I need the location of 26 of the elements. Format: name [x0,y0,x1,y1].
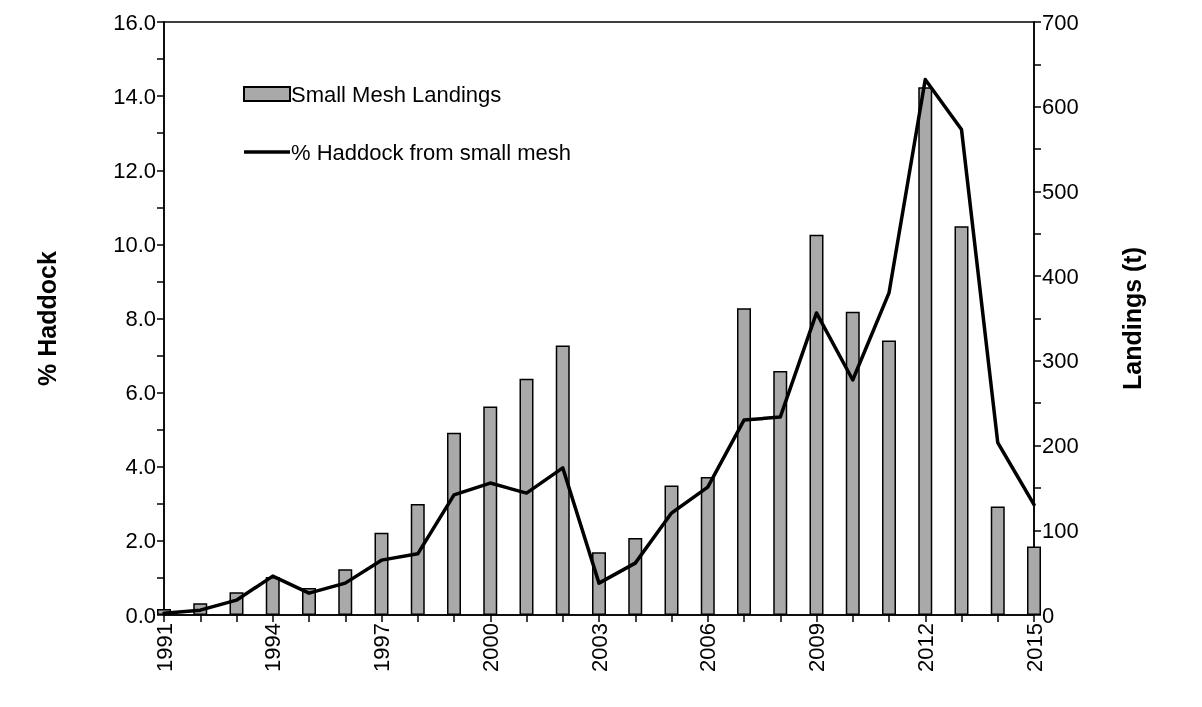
y2-tick-label: 700 [1042,9,1079,35]
x-tick-label: 1997 [369,623,394,672]
x-tick-label: 2000 [477,623,503,672]
y2-axis-title: Landings (t) [1117,246,1146,391]
y-tick-label: 6.0 [125,380,156,406]
y-tick-label: 16.0 [113,9,156,35]
x-tick-label: 2006 [695,623,721,672]
y-tick-label: 10.0 [113,231,156,257]
legend-label: Small Mesh Landings [291,81,502,107]
x-tick-label: 2003 [586,623,612,672]
y2-tick-label: 500 [1042,178,1079,204]
y2-tick-label: 200 [1042,433,1079,459]
y-tick-label: 14.0 [113,83,156,109]
x-tick-label: 2009 [804,623,829,672]
y2-tick-label: 600 [1042,94,1079,120]
y2-tick-label: 300 [1042,348,1079,374]
y2-tick-label: 400 [1042,263,1079,289]
y-tick-label: 2.0 [125,528,156,554]
y2-tick-label: 100 [1042,517,1079,543]
y-tick-label: 8.0 [125,306,156,331]
legend-label: % Haddock from small mesh [291,139,571,165]
y-axis-title: % Haddock [32,251,61,386]
x-tick-label: 1994 [260,623,286,672]
y-tick-label: 4.0 [125,454,156,480]
x-tick-label: 2012 [912,623,938,672]
y-tick-label: 12.0 [113,157,156,183]
